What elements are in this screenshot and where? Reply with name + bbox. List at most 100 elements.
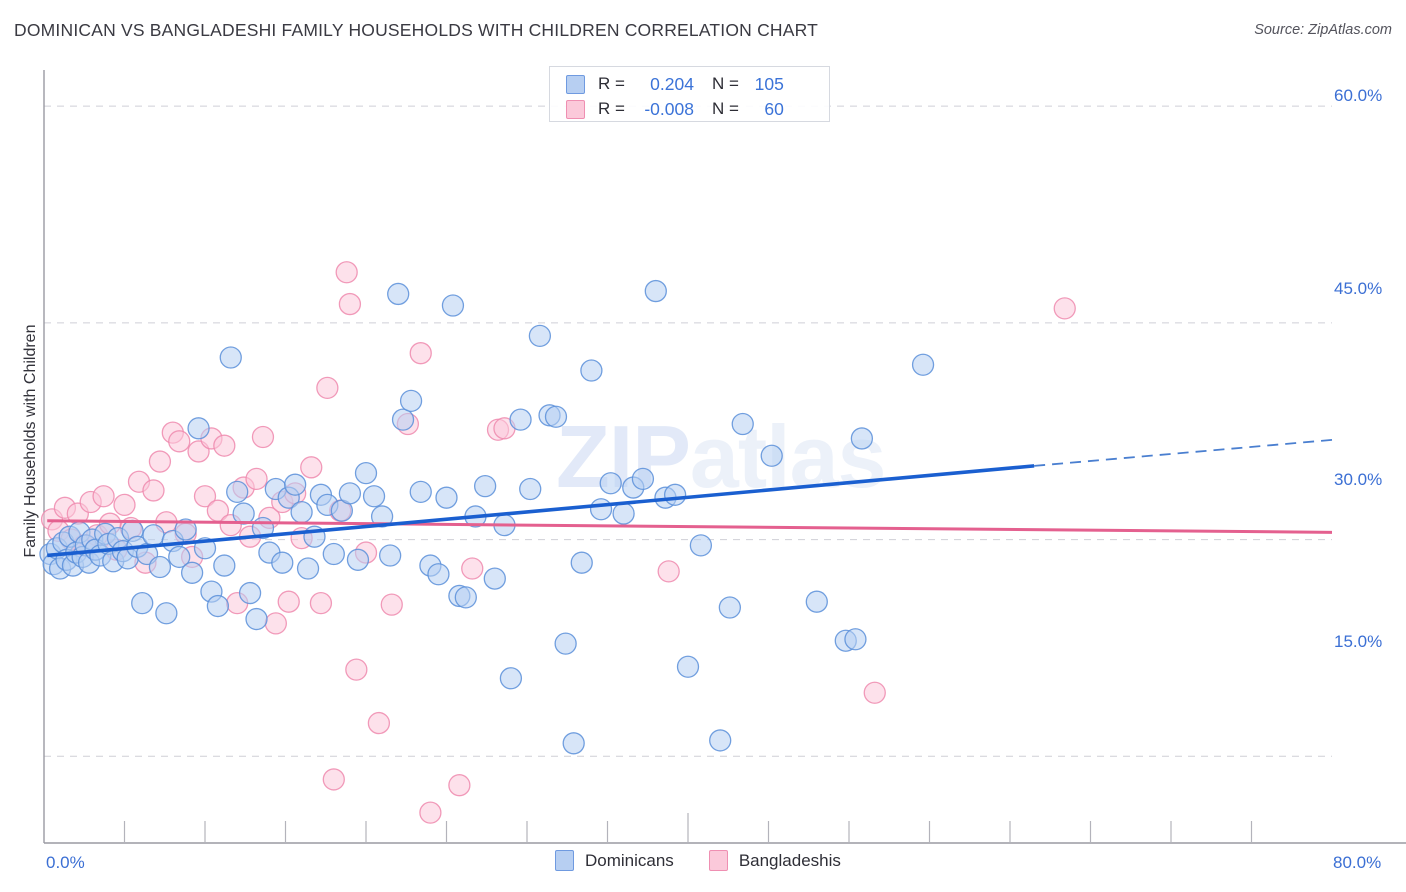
scatter-point — [193, 485, 217, 508]
scatter-point — [271, 551, 294, 574]
scatter-point — [509, 408, 532, 431]
series-swatch-dominicans-icon — [555, 850, 574, 871]
scatter-point — [435, 486, 458, 509]
scatter-point — [113, 493, 136, 517]
scatter-point — [131, 592, 154, 615]
trendline-dominicans-extension — [1034, 438, 1333, 467]
scatter-point — [251, 425, 275, 449]
stats-legend-row-bangladeshis: R = -0.008 N = 60 — [566, 97, 829, 121]
scatter-point — [277, 590, 300, 613]
trendline-dominicans — [47, 464, 1035, 558]
scatter-point — [284, 473, 307, 496]
scatter-point — [709, 729, 732, 752]
scatter-point — [338, 482, 362, 505]
stats-legend: R = 0.204 N = 105 R = -0.008 N = 60 — [549, 66, 830, 122]
scatter-point — [213, 434, 236, 457]
x-tick-label-min: 0.0% — [46, 853, 85, 872]
scatter-point — [612, 502, 635, 525]
series-legend-label-bangladeshis: Bangladeshis — [738, 850, 841, 870]
scatter-point — [148, 555, 172, 579]
scatter-point — [296, 557, 320, 580]
scatter-point — [519, 477, 542, 501]
scatter-point — [345, 658, 368, 681]
scatter-point — [589, 498, 613, 521]
scatter-point — [461, 557, 484, 580]
scatter-point — [148, 450, 172, 473]
series-legend-item-dominicans[interactable]: Dominicans — [555, 850, 674, 871]
scatter-point — [142, 524, 165, 547]
series-legend-label-dominicans: Dominicans — [585, 850, 674, 870]
scatter-point — [663, 483, 687, 506]
scatter-point — [473, 474, 497, 498]
scatter-point — [309, 592, 333, 615]
scatter-point — [155, 602, 178, 625]
scatter-point — [391, 408, 415, 431]
r-value-bangladeshis: -0.008 — [644, 98, 694, 119]
trendline-bangladeshis — [47, 519, 1333, 534]
n-value-dominicans: 105 — [754, 73, 784, 94]
scatter-point — [554, 632, 577, 655]
series-swatch-bangladeshis-icon — [708, 850, 728, 871]
scatter-point — [631, 467, 655, 491]
scatter-point — [657, 560, 680, 583]
scatter-point — [245, 467, 268, 491]
scatter-point — [370, 505, 394, 528]
scatter-point — [335, 261, 358, 284]
scatter-point — [322, 542, 345, 566]
scatter-point — [562, 732, 585, 755]
series-legend: Dominicans Bangladeshis — [555, 850, 863, 871]
scatter-point — [378, 544, 402, 567]
scatter-point — [362, 485, 386, 508]
scatter-point — [142, 479, 165, 502]
scatter-point — [644, 279, 667, 303]
scatter-point — [338, 292, 362, 316]
n-value-bangladeshis: 60 — [764, 98, 784, 119]
scatter-point — [580, 359, 603, 382]
scatter-point — [187, 417, 210, 440]
scatter-point — [380, 593, 403, 616]
y-tick-label-60: 60.0% — [1334, 86, 1383, 105]
scatter-point — [316, 376, 339, 400]
y-tick-label-45: 45.0% — [1334, 279, 1383, 298]
scatter-point — [448, 774, 471, 797]
n-label-bangladeshis: N = — [711, 99, 739, 118]
r-value-dominicans: 0.204 — [650, 73, 694, 94]
scatter-point — [528, 324, 552, 348]
scatter-point — [499, 667, 523, 690]
scatter-point — [174, 518, 197, 541]
scatter-point — [911, 353, 935, 376]
y-tick-label-15: 15.0% — [1334, 632, 1383, 651]
scatter-point — [245, 607, 268, 631]
scatter-point — [441, 294, 465, 317]
scatter-point — [322, 768, 345, 791]
scatter-point — [850, 427, 874, 450]
scatter-point — [168, 545, 191, 569]
scatter-point — [238, 581, 262, 605]
scatter-point — [454, 586, 477, 609]
scatter-point — [570, 551, 593, 574]
stats-legend-row-dominicans: R = 0.204 N = 105 — [566, 72, 829, 96]
scatter-point — [419, 801, 442, 824]
x-tick-label-max: 80.0% — [1333, 853, 1382, 872]
scatter-point — [346, 548, 370, 571]
scatter-point — [367, 711, 391, 735]
series-legend-item-bangladeshis[interactable]: Bangladeshis — [708, 850, 841, 871]
scatter-point — [213, 554, 236, 577]
scatter-point — [599, 472, 622, 495]
y-tick-label-30: 30.0% — [1334, 470, 1383, 489]
scatter-point — [264, 612, 287, 635]
scatter-point — [168, 430, 191, 453]
scatter-point — [387, 282, 410, 306]
scatter-point — [760, 444, 783, 467]
scatter-point — [863, 681, 886, 704]
legend-swatch-dominicans-icon — [566, 74, 585, 94]
scatter-point — [180, 561, 204, 584]
scatter-point — [1053, 297, 1076, 320]
scatter-point — [219, 346, 242, 369]
n-label-dominicans: N = — [711, 74, 739, 93]
scatter-point — [731, 412, 754, 436]
scatter-point — [354, 461, 378, 485]
scatter-point — [409, 342, 432, 365]
scatter-point — [206, 594, 230, 618]
